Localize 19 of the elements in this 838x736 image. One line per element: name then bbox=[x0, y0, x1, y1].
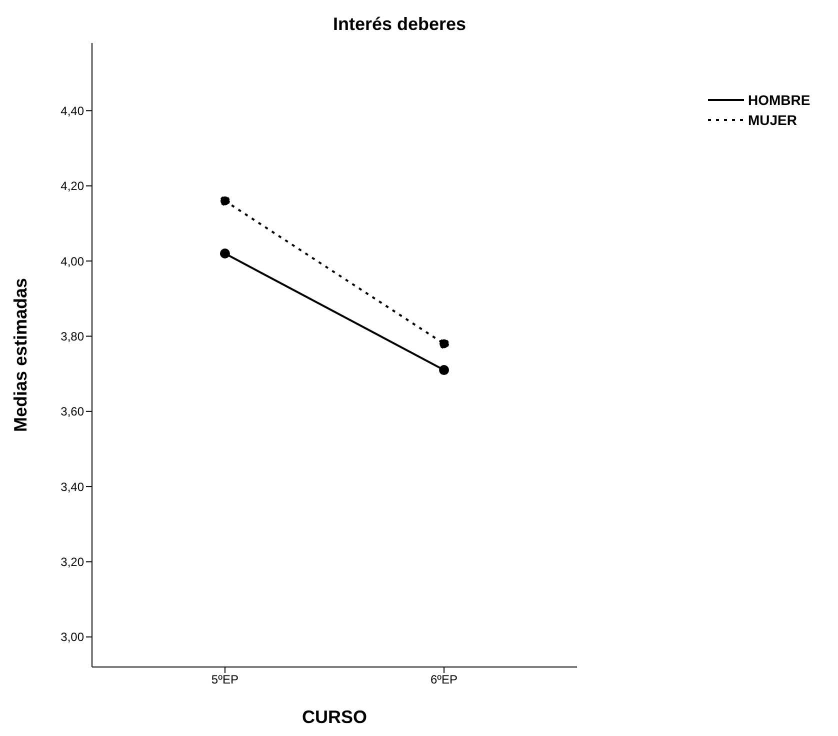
legend-label: HOMBRE bbox=[748, 92, 810, 108]
y-tick-label: 3,00 bbox=[60, 630, 84, 644]
point bbox=[439, 338, 450, 349]
y-tick-label: 3,80 bbox=[60, 329, 84, 344]
legend-label: MUJER bbox=[748, 112, 798, 128]
point bbox=[220, 196, 230, 206]
x-tick-label: 5ºEP bbox=[211, 672, 239, 687]
y-tick-label: 4,20 bbox=[60, 179, 84, 194]
chart-title: Interés deberes bbox=[332, 14, 468, 35]
x-axis-title: CURSO bbox=[302, 707, 368, 727]
x-tick-label: 6ºEP bbox=[430, 672, 458, 687]
y-tick-label: 3,20 bbox=[60, 555, 84, 570]
y-tick-label: 3,60 bbox=[60, 404, 84, 419]
point bbox=[439, 365, 450, 376]
y-axis-title: Medias estimadas bbox=[10, 278, 30, 432]
point bbox=[220, 248, 230, 259]
y-tick-label: 4,00 bbox=[60, 254, 84, 268]
y-tick-label: 4,40 bbox=[60, 104, 84, 118]
y-tick-label: 3,40 bbox=[60, 480, 84, 494]
